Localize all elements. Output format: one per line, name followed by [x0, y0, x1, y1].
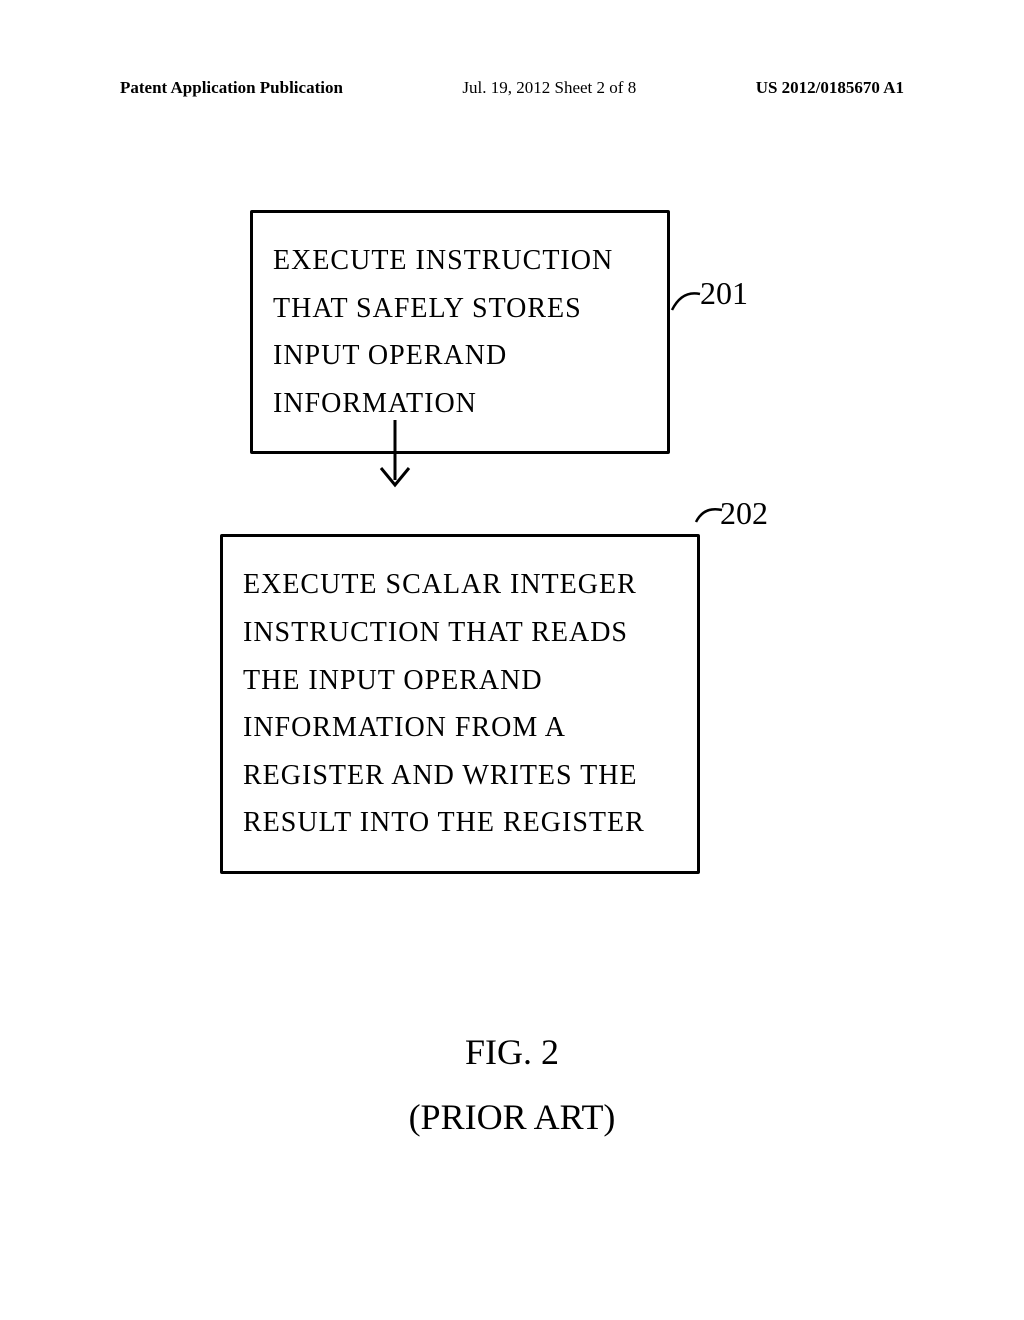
caption-prior-art: (PRIOR ART)	[0, 1085, 1024, 1150]
node-text: EXECUTE INSTRUCTION THAT SAFELY STORES I…	[273, 245, 613, 419]
flowchart-node-202: EXECUTE SCALAR INTEGER INSTRUCTION THAT …	[220, 534, 700, 874]
node-text: EXECUTE SCALAR INTEGER INSTRUCTION THAT …	[243, 569, 645, 838]
header-publication-label: Patent Application Publication	[120, 78, 343, 98]
flowchart-arrow	[375, 420, 415, 500]
ref-label-202: 202	[720, 495, 768, 532]
header-publication-number: US 2012/0185670 A1	[756, 78, 904, 98]
caption-figure-number: FIG. 2	[0, 1020, 1024, 1085]
ref-label-201: 201	[700, 275, 748, 312]
page-header: Patent Application Publication Jul. 19, …	[0, 78, 1024, 98]
flowchart-node-201: EXECUTE INSTRUCTION THAT SAFELY STORES I…	[250, 210, 670, 454]
figure-caption: FIG. 2 (PRIOR ART)	[0, 1020, 1024, 1150]
arrow-down-icon	[375, 420, 425, 505]
header-sheet-info: Jul. 19, 2012 Sheet 2 of 8	[462, 78, 636, 98]
